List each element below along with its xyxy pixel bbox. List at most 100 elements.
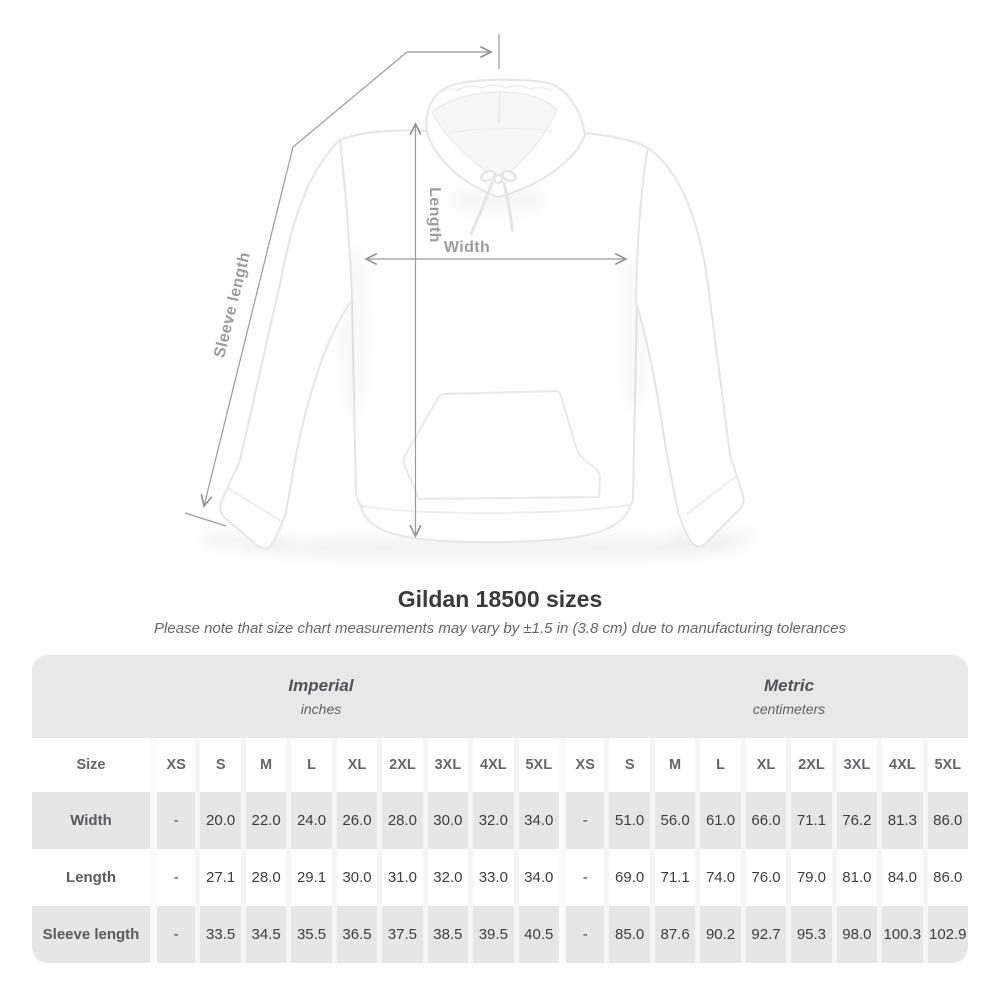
value-cell: 90.2	[695, 906, 740, 963]
value-cell: 34.5	[240, 906, 286, 963]
size-cell: S	[195, 738, 240, 792]
value-cell: 22.0	[240, 792, 286, 849]
hoodie-illustration	[219, 78, 745, 550]
sleeve-length-line-diagonal	[200, 51, 408, 508]
value-cell: 98.0	[831, 906, 877, 963]
value-cell: 29.1	[286, 849, 331, 906]
value-cell: 36.5	[331, 906, 377, 963]
size-cell: 5XL	[922, 738, 968, 792]
value-cell: 24.0	[286, 792, 331, 849]
size-header-cell: Size	[76, 757, 106, 773]
size-table: Imperial inches Metric centimeters Size …	[32, 655, 968, 963]
value-cell: 92.7	[740, 906, 786, 963]
value-cell: -	[150, 906, 195, 963]
tolerance-note: Please note that size chart measurements…	[154, 620, 846, 637]
value-cell: 20.0	[195, 792, 240, 849]
size-cell: M	[649, 738, 695, 792]
hoodie-left-sleeve	[219, 139, 353, 550]
value-cell: 76.2	[831, 792, 877, 849]
page-title: Gildan 18500 sizes	[397, 586, 603, 612]
value-cell: 76.0	[740, 849, 786, 906]
value-cell: 95.3	[786, 906, 831, 963]
metric-group-header: Metric centimeters	[610, 655, 968, 738]
metric-group-unit: centimeters	[752, 701, 826, 717]
value-cell: 30.0	[422, 792, 468, 849]
hoodie-right-sleeve	[635, 147, 745, 548]
value-cell: 71.1	[649, 849, 695, 906]
size-header-row: Size XS S M L XL 2XL 3XL 4XL 5XL XS S M …	[32, 738, 968, 792]
hood-interior	[431, 91, 558, 181]
size-cell: XL	[331, 738, 377, 792]
value-cell: 30.0	[331, 849, 377, 906]
size-cell: 2XL	[377, 738, 422, 792]
value-cell: 71.1	[786, 792, 831, 849]
value-cell: 69.0	[604, 849, 649, 906]
value-cell: 56.0	[649, 792, 695, 849]
value-cell: 28.0	[377, 792, 422, 849]
value-cell: 74.0	[695, 849, 740, 906]
value-cell: 39.5	[468, 906, 513, 963]
value-cell: -	[558, 792, 604, 849]
imperial-group-header: Imperial inches	[32, 655, 610, 738]
value-cell: 32.0	[468, 792, 513, 849]
value-cell: 66.0	[740, 792, 786, 849]
table-row-width: Width - 20.0 22.0 24.0 26.0 28.0 30.0 32…	[32, 792, 968, 849]
size-cell: 3XL	[422, 738, 468, 792]
metric-group-name: Metric	[763, 676, 815, 695]
value-cell: 81.3	[877, 792, 922, 849]
value-cell: 38.5	[422, 906, 468, 963]
value-cell: 100.3	[877, 906, 922, 963]
value-cell: 33.0	[468, 849, 513, 906]
value-cell: 86.0	[922, 792, 968, 849]
value-cell: -	[150, 849, 195, 906]
table-row-sleeve-length: Sleeve length - 33.5 34.5 35.5 36.5 37.5…	[32, 906, 968, 963]
value-cell: 33.5	[195, 906, 240, 963]
value-cell: 86.0	[922, 849, 968, 906]
value-cell: 85.0	[604, 906, 649, 963]
row-label: Length	[66, 869, 116, 886]
size-cell: L	[695, 738, 740, 792]
size-cell: XS	[558, 738, 604, 792]
size-cell: XS	[150, 738, 195, 792]
value-cell: 102.9	[922, 906, 968, 963]
value-cell: 26.0	[331, 792, 377, 849]
width-label: Width	[444, 239, 490, 256]
value-cell: 87.6	[649, 906, 695, 963]
value-cell: -	[150, 792, 195, 849]
value-cell: 40.5	[513, 906, 559, 963]
length-label: Length	[426, 187, 443, 243]
value-cell: 51.0	[604, 792, 649, 849]
row-label: Sleeve length	[42, 926, 140, 943]
size-cell: 4XL	[468, 738, 513, 792]
size-cell: 5XL	[513, 738, 559, 792]
value-cell: -	[558, 906, 604, 963]
imperial-group-unit: inches	[300, 701, 342, 717]
hoodie-pocket	[402, 390, 601, 500]
size-cell: XL	[740, 738, 786, 792]
dimension-lines	[184, 34, 628, 538]
size-cell: 4XL	[877, 738, 922, 792]
value-cell: 37.5	[377, 906, 422, 963]
size-cell: L	[286, 738, 331, 792]
value-cell: 27.1	[195, 849, 240, 906]
value-cell: 84.0	[877, 849, 922, 906]
size-cell: 2XL	[786, 738, 831, 792]
value-cell: 79.0	[786, 849, 831, 906]
hoodie-measurement-diagram: Sleeve length Length Width	[184, 34, 757, 559]
size-cell: S	[604, 738, 649, 792]
sleeve-length-label: Sleeve length	[211, 250, 254, 359]
sleeve-length-cross-tick	[184, 512, 227, 527]
size-cell: M	[240, 738, 286, 792]
hood-drawstrings	[469, 169, 517, 236]
table-row-length: Length - 27.1 28.0 29.1 30.0 31.0 32.0 3…	[32, 849, 968, 906]
value-cell: 35.5	[286, 906, 331, 963]
unit-group-row: Imperial inches Metric centimeters	[32, 655, 968, 738]
row-label: Width	[70, 812, 112, 829]
value-cell: 34.0	[513, 792, 559, 849]
size-cell: 3XL	[831, 738, 877, 792]
value-cell: 81.0	[831, 849, 877, 906]
value-cell: 28.0	[240, 849, 286, 906]
value-cell: 61.0	[695, 792, 740, 849]
imperial-group-name: Imperial	[288, 676, 354, 695]
